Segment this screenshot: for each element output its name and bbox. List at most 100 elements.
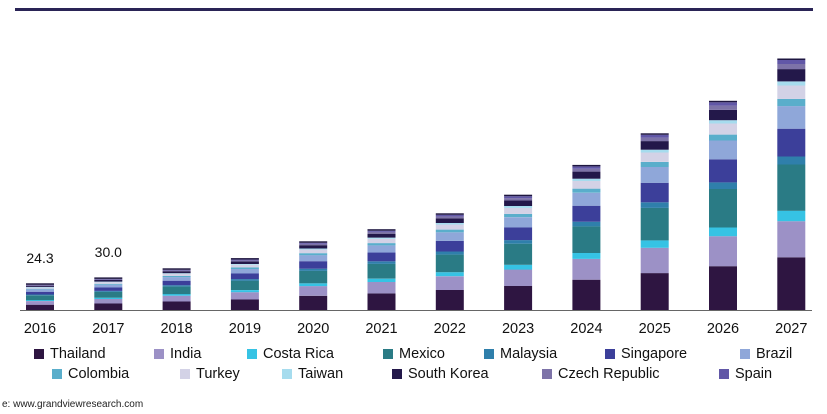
- x-tick-label: 2026: [707, 321, 739, 337]
- bar-segment-2021-malaysia: [367, 261, 396, 264]
- legend-swatch: [282, 369, 292, 379]
- bar-segment-2020-india: [299, 286, 328, 296]
- chart-legend: Thailand India Costa Rica Mexico Malaysia Sin…: [0, 346, 827, 388]
- bar-segment-2022-mexico: [435, 254, 464, 273]
- bar-cap-2019: [230, 258, 259, 260]
- x-tick-label: 2023: [502, 321, 534, 337]
- bar-stack-2022: [435, 213, 464, 310]
- bar-segment-2026-south-korea: [709, 109, 737, 121]
- legend-item-thailand: Thailand: [34, 346, 106, 362]
- bar-segment-2018-costa-rica: [162, 294, 191, 296]
- bar-segment-2019-spain: [230, 259, 259, 261]
- bar-segment-2019-singapore: [230, 273, 259, 280]
- legend-label: Colombia: [68, 366, 130, 382]
- bar-segment-2017-czech-republic: [94, 279, 123, 280]
- bar-segment-2017-brazil: [94, 284, 123, 288]
- x-tick-label: 2016: [24, 321, 56, 337]
- legend-label: Malaysia: [500, 346, 558, 362]
- legend-swatch: [719, 369, 729, 379]
- bar-segment-2016-spain: [26, 284, 54, 286]
- bar-segment-2018-singapore: [162, 280, 191, 286]
- legend-item-mexico: Mexico: [383, 346, 445, 362]
- legend-label: India: [170, 346, 202, 362]
- x-tick-label: 2019: [229, 321, 261, 337]
- legend-label: Singapore: [621, 346, 688, 362]
- legend-item-taiwan: Taiwan: [282, 366, 343, 382]
- bar-segment-2022-thailand: [435, 290, 464, 310]
- bar-segment-2019-thailand: [230, 299, 259, 310]
- bar-segment-2027-costa-rica: [777, 210, 806, 222]
- bar-segment-2024-turkey: [572, 181, 601, 189]
- bar-segment-2020-thailand: [299, 295, 328, 310]
- legend-label: Mexico: [399, 346, 445, 362]
- bar-segment-2021-turkey: [367, 238, 396, 244]
- legend-label: Spain: [735, 366, 773, 382]
- bar-segment-2018-south-korea: [162, 271, 191, 274]
- bar-segment-2020-costa-rica: [299, 283, 328, 287]
- bar-segment-2026-india: [709, 236, 737, 267]
- legend-label: Costa Rica: [263, 346, 334, 362]
- bar-segment-2016-singapore: [26, 291, 54, 295]
- bar-segment-2017-taiwan: [94, 281, 123, 283]
- bar-segment-2020-czech-republic: [299, 243, 328, 246]
- bar-segment-2016-mexico: [26, 295, 54, 301]
- bar-segment-2016-czech-republic: [26, 285, 54, 286]
- bar-stack-2021: [367, 229, 396, 310]
- bar-segment-2022-south-korea: [435, 218, 464, 223]
- bar-segment-2024-singapore: [572, 205, 601, 222]
- legend-item-czech-republic: Czech Republic: [542, 366, 660, 382]
- bar-segment-2023-mexico: [504, 243, 533, 265]
- bar-stack-2024: [572, 164, 601, 310]
- bar-segment-2025-brazil: [640, 167, 669, 183]
- legend-item-malaysia: Malaysia: [484, 346, 557, 362]
- bar-segment-2024-taiwan: [572, 178, 601, 181]
- top-rule: [15, 8, 813, 11]
- bar-segment-2027-india: [777, 221, 806, 258]
- bar-segment-2021-colombia: [367, 243, 396, 246]
- bar-stack-2017: [94, 277, 123, 310]
- bar-segment-2023-malaysia: [504, 240, 533, 244]
- bar-stack-2019: [230, 258, 259, 310]
- bar-segment-2022-india: [435, 276, 464, 290]
- bar-segment-2021-thailand: [367, 293, 396, 310]
- bar-segment-2021-costa-rica: [367, 278, 396, 282]
- bar-segment-2024-mexico: [572, 226, 601, 253]
- data-label: 30.0: [95, 244, 122, 260]
- legend-label: Turkey: [196, 366, 240, 382]
- bar-segment-2021-taiwan: [367, 237, 396, 239]
- bar-segment-2027-mexico: [777, 164, 806, 211]
- bar-segment-2027-south-korea: [777, 69, 806, 82]
- bar-cap-2025: [640, 133, 669, 135]
- bar-segment-2024-india: [572, 259, 601, 280]
- bar-segment-2025-mexico: [640, 207, 669, 241]
- bar-segment-2016-costa-rica: [26, 300, 54, 301]
- bar-segment-2024-brazil: [572, 192, 601, 206]
- bar-segment-2023-india: [504, 269, 533, 286]
- bar-segment-2017-mexico: [94, 292, 123, 298]
- legend-swatch: [34, 349, 44, 359]
- bar-segment-2021-singapore: [367, 252, 396, 262]
- bar-segment-2024-costa-rica: [572, 252, 601, 259]
- bar-segment-2024-spain: [572, 166, 601, 169]
- bar-segment-2025-india: [640, 247, 669, 274]
- x-tick-label: 2020: [297, 321, 329, 337]
- bar-segment-2018-india: [162, 295, 191, 302]
- bar-segment-2017-malaysia: [94, 290, 123, 292]
- legend-label: Taiwan: [298, 366, 344, 382]
- bar-cap-2016: [26, 283, 54, 285]
- bar-segment-2017-thailand: [94, 303, 123, 310]
- bar-segment-2019-mexico: [230, 280, 259, 290]
- bar-segment-2025-taiwan: [640, 149, 669, 153]
- bar-segment-2017-turkey: [94, 282, 123, 284]
- bar-segment-2018-malaysia: [162, 285, 191, 287]
- bar-cap-2022: [435, 213, 464, 215]
- bar-segment-2017-costa-rica: [94, 297, 123, 299]
- legend-swatch: [247, 349, 257, 359]
- bar-stack-2023: [504, 194, 533, 310]
- bar-segment-2027-colombia: [777, 98, 806, 107]
- bar-segment-2026-costa-rica: [709, 227, 737, 237]
- bar-segment-2026-brazil: [709, 140, 737, 160]
- legend-item-india: India: [154, 346, 201, 362]
- legend-label: South Korea: [408, 366, 489, 382]
- bar-segment-2025-spain: [640, 134, 669, 138]
